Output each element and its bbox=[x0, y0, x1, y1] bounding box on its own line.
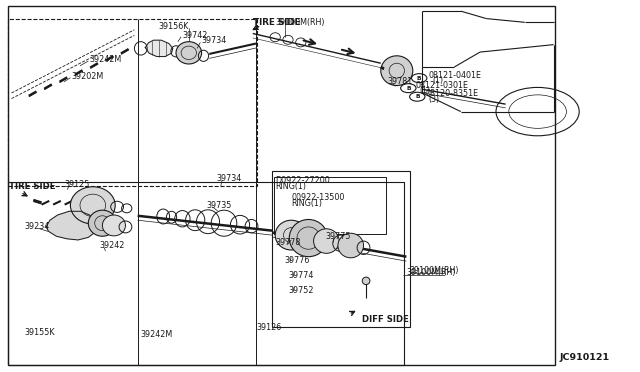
Bar bbox=[274, 177, 386, 234]
Text: 39776: 39776 bbox=[285, 256, 310, 265]
Ellipse shape bbox=[338, 233, 364, 258]
Text: 39156K: 39156K bbox=[159, 22, 189, 31]
Text: 39202M: 39202M bbox=[72, 72, 104, 81]
Ellipse shape bbox=[70, 187, 115, 224]
Text: (1): (1) bbox=[432, 76, 443, 85]
Text: 08121-0401E: 08121-0401E bbox=[429, 71, 482, 80]
Text: B: B bbox=[415, 94, 420, 99]
Text: 39242M: 39242M bbox=[90, 55, 122, 64]
Text: TIRE SIDE: TIRE SIDE bbox=[9, 182, 56, 191]
Text: JC910121: JC910121 bbox=[560, 353, 610, 362]
Text: TIRE SIDE: TIRE SIDE bbox=[253, 18, 300, 27]
Text: 39100M(RH): 39100M(RH) bbox=[275, 18, 324, 27]
Text: 39752: 39752 bbox=[288, 286, 314, 295]
Ellipse shape bbox=[289, 219, 328, 257]
Text: D0922-27200: D0922-27200 bbox=[275, 176, 330, 185]
Text: B: B bbox=[406, 86, 411, 91]
Text: B: B bbox=[417, 76, 422, 81]
Bar bbox=[8, 6, 555, 365]
Text: 39100M(RH): 39100M(RH) bbox=[410, 266, 459, 275]
Polygon shape bbox=[145, 40, 173, 57]
Ellipse shape bbox=[275, 220, 307, 250]
Text: 39781: 39781 bbox=[387, 77, 412, 86]
Text: DIFF SIDE: DIFF SIDE bbox=[362, 315, 408, 324]
Text: 39125: 39125 bbox=[64, 180, 90, 189]
Ellipse shape bbox=[176, 42, 202, 64]
Text: 39734: 39734 bbox=[202, 36, 227, 45]
Text: 39778: 39778 bbox=[275, 238, 301, 247]
Text: (1): (1) bbox=[419, 86, 430, 95]
Ellipse shape bbox=[362, 277, 370, 285]
Text: 00922-13500: 00922-13500 bbox=[291, 193, 344, 202]
Text: 39242: 39242 bbox=[99, 241, 125, 250]
Text: 39155K: 39155K bbox=[24, 328, 55, 337]
Text: 39234: 39234 bbox=[24, 222, 49, 231]
Text: 39734: 39734 bbox=[216, 174, 241, 183]
Ellipse shape bbox=[88, 210, 116, 236]
Text: 39774: 39774 bbox=[288, 271, 314, 280]
Text: 08120-8351E: 08120-8351E bbox=[426, 89, 479, 98]
Text: 39742: 39742 bbox=[182, 31, 208, 40]
Text: 08121-0301E: 08121-0301E bbox=[416, 81, 469, 90]
Text: 39242M: 39242M bbox=[141, 330, 173, 339]
Text: 39100M(RH): 39100M(RH) bbox=[406, 268, 456, 277]
Text: (3): (3) bbox=[429, 95, 440, 104]
Bar bbox=[8, 182, 404, 365]
Ellipse shape bbox=[102, 215, 125, 236]
Text: RING(1): RING(1) bbox=[291, 199, 322, 208]
Polygon shape bbox=[46, 211, 95, 240]
Text: 39735: 39735 bbox=[207, 201, 232, 210]
Ellipse shape bbox=[314, 229, 339, 253]
Bar bbox=[8, 19, 257, 186]
Ellipse shape bbox=[381, 56, 413, 86]
Text: 39126: 39126 bbox=[256, 323, 281, 332]
Text: RING(1): RING(1) bbox=[275, 182, 306, 190]
Bar bbox=[272, 171, 410, 327]
Text: 39775: 39775 bbox=[325, 232, 351, 241]
